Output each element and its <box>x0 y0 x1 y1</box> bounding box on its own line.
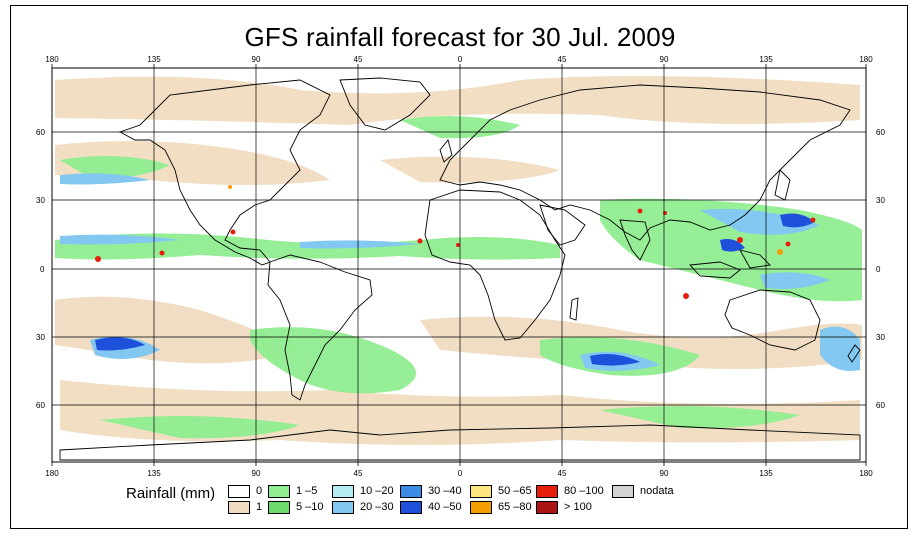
legend-label-1: 1 <box>256 501 263 513</box>
rainfall-field-deepblue <box>95 213 815 366</box>
lon-tick-bottom: 45 <box>354 469 363 478</box>
lat-tick-left: 30 <box>36 333 45 342</box>
lat-tick-left: 0 <box>40 265 45 274</box>
legend-label-4: 10 –20 <box>360 485 394 497</box>
lat-tick-right: 0 <box>876 265 881 274</box>
lat-labels-left: 60 30 0 30 60 <box>36 128 45 410</box>
lon-labels-top: 180 135 90 45 0 45 90 135 180 <box>45 55 873 64</box>
legend-label-6: 30 –40 <box>428 485 462 497</box>
lon-tick-bottom: 90 <box>660 469 669 478</box>
lat-tick-left: 60 <box>36 128 45 137</box>
legend-swatch-5 <box>332 501 354 514</box>
legend-label-8: 50 –65 <box>498 485 532 497</box>
coastlines <box>59 77 861 461</box>
legend-title: Rainfall (mm) <box>126 485 216 502</box>
tick-marks <box>51 64 867 466</box>
figure-frame <box>10 5 908 529</box>
legend-swatch-12 <box>612 485 634 498</box>
map-border <box>51 67 867 463</box>
legend-label-3: 5 –10 <box>296 501 324 513</box>
lon-tick-bottom: 135 <box>759 469 773 478</box>
legend-label-12: nodata <box>640 485 674 497</box>
lon-labels-bottom: 180 135 90 45 0 45 90 135 180 <box>45 469 873 478</box>
rainfall-field-orange <box>228 185 783 255</box>
graticule <box>52 68 866 462</box>
legend-swatch-1 <box>228 501 250 514</box>
rainfall-field-heavy <box>95 208 816 299</box>
legend-swatch-7 <box>400 501 422 514</box>
legend-label-9: 65 –80 <box>498 501 532 513</box>
lon-tick-top: 180 <box>45 55 59 64</box>
legend-swatch-2 <box>268 485 290 498</box>
legend-label-2: 1 –5 <box>296 485 318 497</box>
legend-swatch-3 <box>268 501 290 514</box>
lon-tick-top: 90 <box>252 55 261 64</box>
map-title: GFS rainfall forecast for 30 Jul. 2009 <box>244 22 676 52</box>
lat-tick-right: 30 <box>876 333 885 342</box>
lon-tick-bottom: 45 <box>558 469 567 478</box>
lon-tick-top: 135 <box>147 55 161 64</box>
lat-tick-right: 30 <box>876 196 885 205</box>
legend-swatch-11 <box>536 501 558 514</box>
lon-tick-top: 90 <box>660 55 669 64</box>
lat-tick-right: 60 <box>876 401 885 410</box>
lon-tick-bottom: 180 <box>45 469 59 478</box>
lon-tick-top: 180 <box>859 55 873 64</box>
legend-swatch-9 <box>470 501 492 514</box>
lon-tick-top: 45 <box>558 55 567 64</box>
legend-swatch-0 <box>228 485 250 498</box>
lat-tick-left: 60 <box>36 401 45 410</box>
legend-swatch-8 <box>470 485 492 498</box>
lon-tick-top: 0 <box>458 55 463 64</box>
lon-tick-bottom: 135 <box>147 469 161 478</box>
legend-label-11: > 100 <box>564 501 592 513</box>
lat-labels-right: 60 30 0 30 60 <box>876 128 885 410</box>
lat-tick-left: 30 <box>36 196 45 205</box>
legend-label-10: 80 –100 <box>564 485 604 497</box>
legend-swatch-4 <box>332 485 354 498</box>
lon-tick-top: 135 <box>759 55 773 64</box>
lat-tick-right: 60 <box>876 128 885 137</box>
legend-label-7: 40 –50 <box>428 501 462 513</box>
legend-label-5: 20 –30 <box>360 501 394 513</box>
legend-swatch-10 <box>536 485 558 498</box>
lon-tick-bottom: 90 <box>252 469 261 478</box>
lon-tick-bottom: 180 <box>859 469 873 478</box>
lon-tick-bottom: 0 <box>458 469 463 478</box>
rainfall-field-blue <box>60 173 860 371</box>
legend-swatch-6 <box>400 485 422 498</box>
legend-label-0: 0 <box>256 485 263 497</box>
lon-tick-top: 45 <box>354 55 363 64</box>
